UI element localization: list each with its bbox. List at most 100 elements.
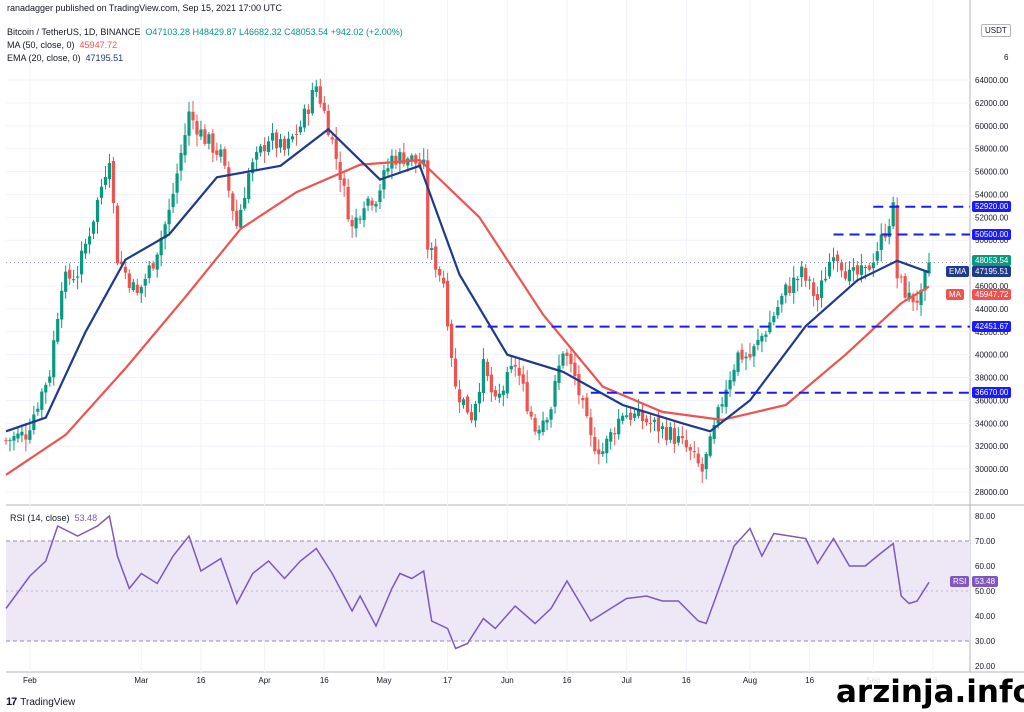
candle-body bbox=[728, 380, 732, 390]
candle-body bbox=[402, 152, 406, 165]
candle-body bbox=[589, 417, 593, 436]
candle-body bbox=[859, 265, 863, 275]
candle-body bbox=[684, 440, 688, 448]
candle-body bbox=[266, 141, 271, 153]
ohlc-high: H48429.87 bbox=[192, 27, 237, 37]
candle-body bbox=[398, 152, 402, 164]
candle-body bbox=[87, 236, 92, 245]
candle-body bbox=[473, 403, 478, 421]
rsi-legend[interactable]: RSI (14, close) 53.48 bbox=[10, 513, 97, 523]
candles bbox=[4, 78, 931, 484]
price-tick-label: 42000.00 bbox=[975, 328, 1009, 337]
candle-body bbox=[835, 254, 840, 262]
rsi-tick-label: 70.00 bbox=[975, 537, 996, 546]
rsi-tick-label: 50.00 bbox=[975, 587, 996, 596]
candle-body bbox=[366, 198, 370, 206]
candle-body bbox=[609, 432, 613, 442]
candle-body bbox=[302, 108, 306, 128]
candle-body bbox=[851, 267, 856, 271]
candle-body bbox=[605, 438, 609, 454]
candle-body bbox=[56, 318, 60, 342]
candle-body bbox=[8, 440, 12, 442]
candle-body bbox=[139, 286, 143, 294]
price-tick-label: 58000.00 bbox=[975, 145, 1009, 154]
last-price-label: 48053.54 bbox=[972, 255, 1012, 267]
candle-body bbox=[262, 145, 267, 152]
candle-body bbox=[736, 352, 740, 372]
candle-body bbox=[83, 243, 88, 254]
time-tick-label: 16 bbox=[805, 676, 814, 685]
candle-body bbox=[457, 389, 462, 403]
candle-body bbox=[521, 374, 525, 384]
rsi-tick-label: 60.00 bbox=[975, 562, 996, 571]
candle-body bbox=[569, 353, 573, 365]
candle-body bbox=[553, 380, 557, 407]
candle-body bbox=[131, 282, 135, 291]
candle-body bbox=[640, 411, 645, 422]
candle-body bbox=[147, 265, 151, 279]
candle-body bbox=[557, 365, 561, 383]
candle-body bbox=[827, 261, 832, 277]
candle-body bbox=[879, 234, 883, 250]
candle-body bbox=[414, 155, 418, 164]
candle-body bbox=[477, 391, 482, 404]
candle-body bbox=[163, 224, 167, 239]
candle-body bbox=[796, 278, 800, 281]
ohlc-change: +942.02 (+2.00%) bbox=[330, 27, 403, 37]
candle-body bbox=[298, 126, 303, 133]
price-tick-label: 46000.00 bbox=[975, 282, 1009, 291]
candle-body bbox=[895, 204, 899, 279]
candle-body bbox=[322, 102, 326, 111]
candle-body bbox=[119, 261, 123, 265]
candle-body bbox=[239, 209, 243, 228]
candle-body bbox=[159, 237, 163, 256]
candle-body bbox=[290, 136, 295, 140]
candle-body bbox=[497, 393, 501, 398]
candle-body bbox=[91, 221, 96, 234]
ema-legend[interactable]: EMA (20, close, 0) 47195.51 bbox=[7, 53, 123, 63]
price-tick-label: 56000.00 bbox=[975, 168, 1009, 177]
candle-body bbox=[306, 109, 310, 114]
time-tick-label: Jul bbox=[622, 676, 632, 685]
candle-body bbox=[808, 279, 812, 281]
candle-body bbox=[410, 155, 414, 160]
candle-body bbox=[720, 404, 724, 407]
candle-body bbox=[581, 398, 585, 401]
ma-legend[interactable]: MA (50, close, 0) 45947.72 bbox=[7, 40, 117, 50]
candle-body bbox=[251, 162, 255, 174]
currency-badge[interactable]: USDT bbox=[981, 24, 1011, 37]
time-tick-label: Aug bbox=[743, 676, 757, 685]
ma-value: 45947.72 bbox=[79, 40, 118, 50]
ohlc-low: L46682.32 bbox=[239, 27, 282, 37]
candle-body bbox=[772, 316, 776, 323]
rsi-label: RSI (14, close) bbox=[10, 513, 70, 523]
candle-body bbox=[525, 382, 529, 412]
candle-body bbox=[449, 323, 454, 358]
footer-brand[interactable]: 17 TradingView bbox=[6, 696, 75, 708]
candle-body bbox=[903, 276, 907, 298]
candle-body bbox=[151, 263, 155, 269]
candle-body bbox=[123, 266, 127, 273]
price-tick-label: 44000.00 bbox=[975, 305, 1009, 314]
ma-tag: MA bbox=[946, 288, 964, 300]
candle-body bbox=[887, 226, 891, 237]
candle-body bbox=[465, 396, 470, 413]
candle-body bbox=[716, 407, 720, 424]
candle-body bbox=[334, 138, 338, 160]
candle-body bbox=[354, 217, 358, 229]
candle-body bbox=[668, 426, 673, 440]
candle-body bbox=[505, 372, 509, 394]
candle-body bbox=[72, 279, 76, 281]
candle-body bbox=[712, 424, 716, 440]
candle-body bbox=[79, 250, 84, 275]
rsi-tick-label: 20.00 bbox=[975, 662, 996, 671]
candle-body bbox=[804, 268, 808, 281]
candle-body bbox=[652, 419, 657, 422]
tradingview-logo-icon: 17 bbox=[6, 696, 17, 708]
candle-body bbox=[680, 436, 684, 439]
candle-body bbox=[430, 248, 434, 251]
candle-body bbox=[155, 254, 159, 270]
candle-body bbox=[227, 167, 231, 191]
candle-body bbox=[708, 436, 712, 456]
